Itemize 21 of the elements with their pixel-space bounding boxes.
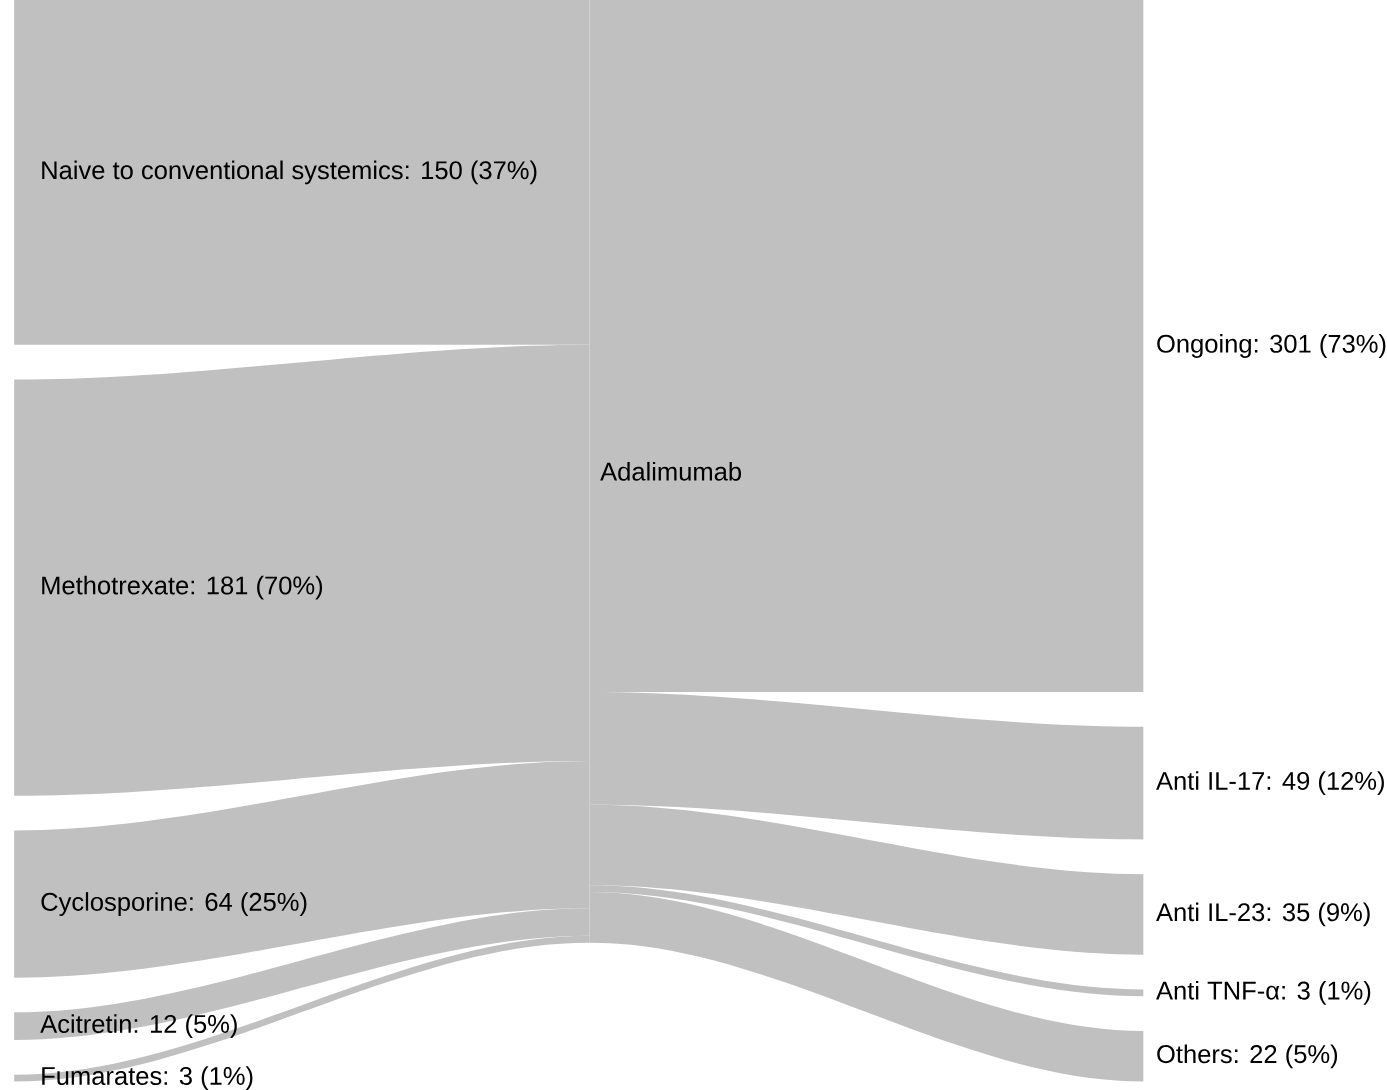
category-label: Anti IL-23 (1156, 902, 1265, 922)
category-label: Fumarates (42, 1067, 162, 1085)
data-label: : 150 (37%) (405, 160, 537, 185)
category-label: Methotrexate (42, 575, 189, 595)
data-label: : 64 (25%) (190, 892, 307, 916)
data-label: : 301 (73%) (1254, 334, 1386, 358)
category-label: Ongoing (1157, 334, 1251, 358)
category-label: Acitretin (40, 1014, 131, 1034)
category-label: Naive to conventional systemics (42, 160, 403, 185)
data-label: : 12 (5%) (134, 1014, 237, 1039)
text: Adalimumab (600, 461, 742, 481)
data-label: : 3 (1%) (1282, 980, 1371, 1005)
data-label: : 22 (5%) (1235, 1044, 1338, 1069)
category-label: Others (1157, 1044, 1232, 1064)
data-label: : 181 (70%) (191, 575, 323, 600)
data-label: : 49 (12%) (1267, 771, 1384, 795)
category-label: Anti IL-17 (1156, 771, 1265, 790)
data-label: : 3 (1%) (164, 1066, 253, 1090)
category-label: Anti TNF-α (1156, 980, 1280, 1000)
data-label: : 35 (9%) (1267, 902, 1370, 927)
category-label: Cyclosporine (41, 892, 187, 916)
